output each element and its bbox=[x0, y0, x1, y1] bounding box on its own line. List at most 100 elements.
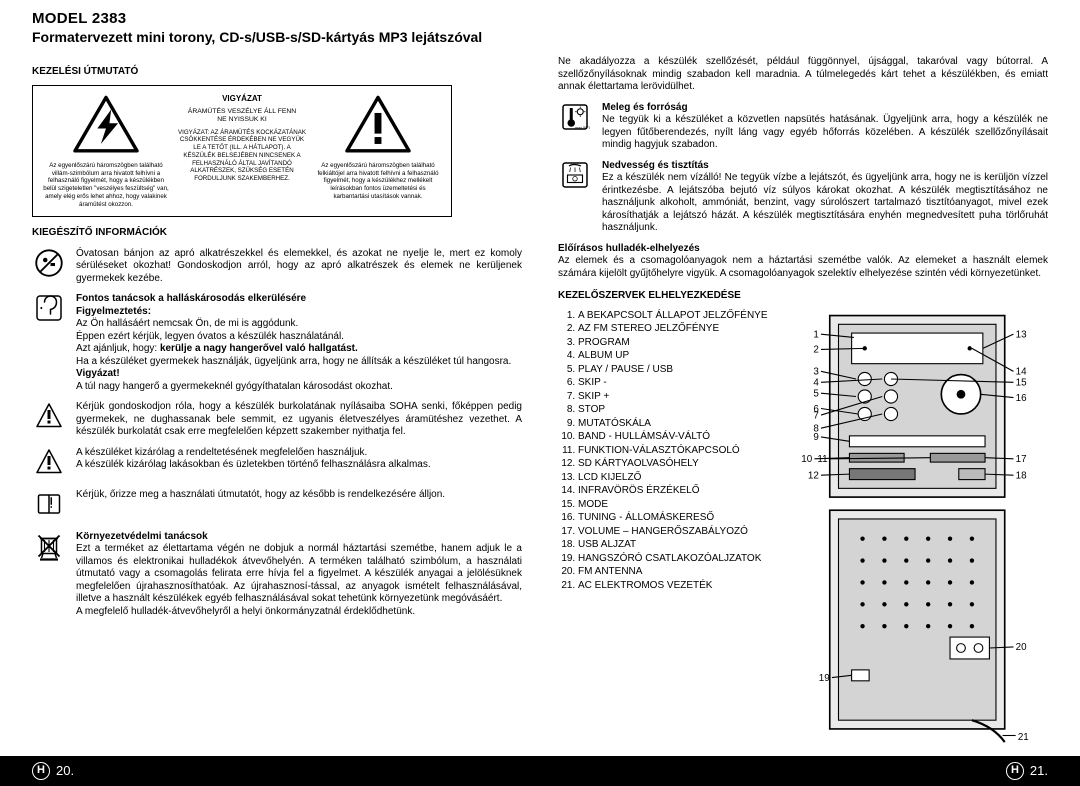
heat-head: Meleg és forróság bbox=[602, 102, 1048, 115]
controls-item: HANGSZÓRÓ CSATLAKOZÓALJZATOK bbox=[578, 553, 768, 566]
shock-triangle-icon bbox=[71, 94, 141, 156]
intended-use-icon bbox=[32, 447, 66, 481]
moisture-icon bbox=[558, 160, 592, 194]
svg-text:12: 12 bbox=[807, 470, 818, 481]
row-intended: A készüléket kizárólag a rendeltetésének… bbox=[32, 447, 522, 481]
env-head: Környezetvédelmi tanácsok bbox=[76, 531, 522, 544]
controls-item: AZ FM STEREO JELZŐFÉNYE bbox=[578, 323, 768, 336]
svg-text:max 50°C: max 50°C bbox=[575, 126, 590, 130]
heat-body: Ne tegyük ki a készüléket a közvetlen na… bbox=[602, 114, 1048, 150]
row-moist: Nedvesség és tisztítás Ez a készülék nem… bbox=[558, 160, 1048, 235]
svg-text:11: 11 bbox=[817, 454, 827, 465]
device-figure: 1 2 3 4 5 6 7 8 9 10 11 12 bbox=[786, 309, 1048, 746]
page-left-num: 20. bbox=[56, 763, 74, 779]
controls-layout: A BEKAPCSOLT ÁLLAPOT JELZŐFÉNYEAZ FM STE… bbox=[558, 309, 1048, 746]
lang-mark-left: H bbox=[32, 762, 50, 780]
hearing-body4: A túl nagy hangerő a gyermekeknél gyógyí… bbox=[76, 381, 393, 392]
shock-warning-icon bbox=[32, 401, 66, 435]
controls-item: BAND - HULLÁMSÁV-VÁLTÓ bbox=[578, 431, 768, 444]
controls-item: FUNKTION-VÁLASZTÓKAPCSOLÓ bbox=[578, 445, 768, 458]
controls-item: A BEKAPCSOLT ÁLLAPOT JELZŐFÉNYE bbox=[578, 310, 768, 323]
warn-center-sub: ÁRAMÜTÉS VESZÉLYE ÁLL FENN NE NYISSUK KI bbox=[177, 108, 307, 125]
controls-item: PROGRAM bbox=[578, 337, 768, 350]
svg-text:17: 17 bbox=[1015, 454, 1026, 465]
hearing-body3: Ha a készüléket gyermekek használják, üg… bbox=[76, 356, 511, 367]
controls-item: INFRAVÖRÖS ÉRZÉKELŐ bbox=[578, 485, 768, 498]
right-page: Ne akadályozza a készülék szellőzését, p… bbox=[558, 56, 1048, 746]
hearing-icon bbox=[32, 293, 66, 327]
svg-text:16: 16 bbox=[1015, 393, 1026, 404]
warning-box: Az egyenlőszárú háromszögben található v… bbox=[32, 85, 452, 218]
hearing-warn-head: Figyelmeztetés: bbox=[76, 306, 522, 319]
row-moist-text: Nedvesség és tisztítás Ez a készülék nem… bbox=[602, 160, 1048, 235]
controls-ol: A BEKAPCSOLT ÁLLAPOT JELZŐFÉNYEAZ FM STE… bbox=[558, 310, 768, 593]
warn-center-text: VIGYÁZAT: AZ ÁRAMÜTÉS KOCKÁZATÁNAK CSÖKK… bbox=[177, 129, 307, 183]
row-waste: Előírásos hulladék-elhelyezés Az elemek … bbox=[558, 243, 1048, 281]
svg-text:3: 3 bbox=[813, 366, 819, 377]
row-env: Környezetvédelmi tanácsok Ezt a terméket… bbox=[32, 531, 522, 619]
svg-text:20: 20 bbox=[1015, 642, 1026, 653]
row-hearing-text: Fontos tanácsok a halláskárosodás elkerü… bbox=[76, 293, 522, 393]
page-right-num: 21. bbox=[1030, 763, 1048, 779]
row-vent-text: Ne akadályozza a készülék szellőzését, p… bbox=[558, 56, 1048, 94]
row-manual-keep: Kérjük, őrizze meg a használati útmutató… bbox=[32, 489, 522, 523]
thermometer-icon: max 50°C bbox=[558, 102, 592, 136]
controls-item: AC ELEKTROMOS VEZETÉK bbox=[578, 580, 768, 593]
warn-center-title: VIGYÁZAT bbox=[177, 94, 307, 104]
svg-text:19: 19 bbox=[818, 673, 829, 684]
device-svg: 1 2 3 4 5 6 7 8 9 10 11 12 bbox=[786, 309, 1048, 746]
controls-item: TUNING - ÁLLOMÁSKERESŐ bbox=[578, 512, 768, 525]
svg-text:2: 2 bbox=[813, 344, 818, 355]
svg-text:21: 21 bbox=[1017, 732, 1028, 743]
svg-text:7: 7 bbox=[813, 410, 818, 421]
hearing-body2-pre: Azt ajánljuk, hogy: bbox=[76, 343, 160, 354]
row-small-parts: Óvatosan bánjon az apró alkatrészekkel é… bbox=[32, 248, 522, 286]
svg-text:5: 5 bbox=[813, 388, 819, 399]
footer: H 20. H 21. bbox=[0, 756, 1080, 786]
subtitle: Formatervezett mini torony, CD-s/USB-s/S… bbox=[32, 29, 1048, 47]
warning-left: Az egyenlőszárú háromszögben található v… bbox=[41, 92, 171, 209]
controls-item: VOLUME – HANGERŐSZABÁLYOZÓ bbox=[578, 526, 768, 539]
controls-item: STOP bbox=[578, 404, 768, 417]
controls-item: SD KÁRTYAOLVASÓHELY bbox=[578, 458, 768, 471]
row-hearing: Fontos tanácsok a halláskárosodás elkerü… bbox=[32, 293, 522, 393]
moist-body: Ez a készülék nem vízálló! Ne tegyük víz… bbox=[602, 172, 1048, 233]
controls-item: SKIP + bbox=[578, 391, 768, 404]
hearing-vigy: Vigyázat! bbox=[76, 368, 522, 381]
left-page: KEZELÉSI ÚTMUTATÓ Az egyenlőszárú hároms… bbox=[32, 56, 522, 746]
controls-item: MUTATÓSKÁLA bbox=[578, 418, 768, 431]
no-small-parts-icon bbox=[32, 248, 66, 282]
waste-head: Előírásos hulladék-elhelyezés bbox=[558, 243, 1048, 256]
env-body: Ezt a terméket az élettartama végén ne d… bbox=[76, 543, 522, 617]
exclam-triangle-icon bbox=[343, 94, 413, 156]
hearing-body1: Az Ön hallásáért nemcsak Ön, de mi is ag… bbox=[76, 318, 344, 342]
controls-item: FM ANTENNA bbox=[578, 566, 768, 579]
controls-list: A BEKAPCSOLT ÁLLAPOT JELZŐFÉNYEAZ FM STE… bbox=[558, 309, 768, 746]
manual-heading: KEZELÉSI ÚTMUTATÓ bbox=[32, 66, 522, 79]
lang-mark-right: H bbox=[1006, 762, 1024, 780]
svg-text:1: 1 bbox=[813, 329, 818, 340]
controls-item: PLAY / PAUSE / USB bbox=[578, 364, 768, 377]
svg-text:10: 10 bbox=[801, 454, 812, 465]
model-line: MODEL 2383 bbox=[32, 10, 1048, 29]
row-heat-text: Meleg és forróság Ne tegyük ki a készülé… bbox=[602, 102, 1048, 152]
warning-center: VIGYÁZAT ÁRAMÜTÉS VESZÉLYE ÁLL FENN NE N… bbox=[177, 92, 307, 209]
header: MODEL 2383 Formatervezett mini torony, C… bbox=[32, 10, 1048, 46]
controls-item: SKIP - bbox=[578, 377, 768, 390]
row-small-parts-text: Óvatosan bánjon az apró alkatrészekkel é… bbox=[76, 248, 522, 286]
controls-item: LCD KIJELZŐ bbox=[578, 472, 768, 485]
row-intended-text: A készüléket kizárólag a rendeltetésének… bbox=[76, 447, 522, 481]
controls-heading: KEZELŐSZERVEK ELHELYEZKEDÉSE bbox=[558, 290, 1048, 303]
hearing-head: Fontos tanácsok a halláskárosodás elkerü… bbox=[76, 293, 522, 306]
page-left: H 20. bbox=[32, 762, 74, 780]
svg-text:13: 13 bbox=[1015, 329, 1026, 340]
warning-right-text: Az egyenlőszárú háromszögben található f… bbox=[313, 162, 443, 201]
row-waste-text: Előírásos hulladék-elhelyezés Az elemek … bbox=[558, 243, 1048, 281]
page-right: H 21. bbox=[1006, 762, 1048, 780]
row-heat: max 50°C Meleg és forróság Ne tegyük ki … bbox=[558, 102, 1048, 152]
row-shock-text: Kérjük gondoskodjon róla, hogy a készülé… bbox=[76, 401, 522, 439]
weee-bin-icon bbox=[32, 531, 66, 565]
row-shock: Kérjük gondoskodjon róla, hogy a készülé… bbox=[32, 401, 522, 439]
hearing-body2-em: kerülje a nagy hangerővel való hallgatás… bbox=[160, 343, 358, 354]
warning-left-text: Az egyenlőszárú háromszögben található v… bbox=[41, 162, 171, 209]
